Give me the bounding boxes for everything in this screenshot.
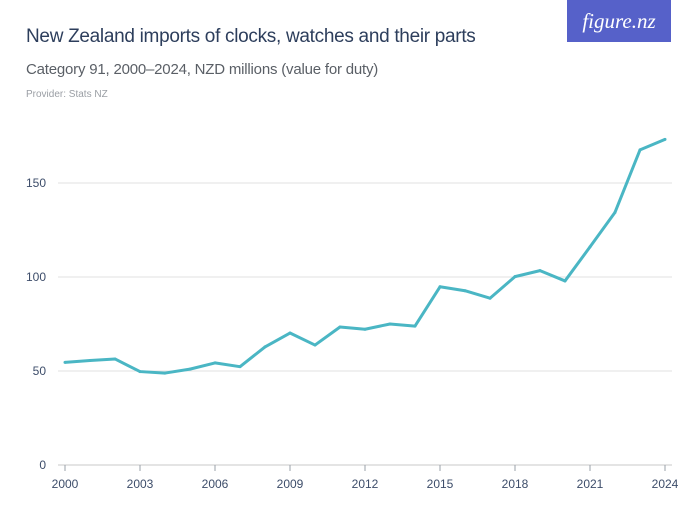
data-point	[613, 210, 617, 214]
data-point	[413, 324, 417, 328]
x-tick-label: 2006	[202, 477, 229, 491]
data-point	[63, 360, 67, 364]
data-point	[538, 269, 542, 273]
data-point	[463, 289, 467, 293]
series-line	[64, 138, 666, 375]
data-point	[488, 296, 492, 300]
data-point	[638, 148, 642, 152]
figure-nz-logo[interactable]: figure.nz	[567, 0, 671, 42]
data-point	[88, 358, 92, 362]
x-tick-label: 2009	[277, 477, 304, 491]
logo-text: figure.nz	[582, 8, 656, 33]
data-point	[563, 279, 567, 283]
data-point	[263, 345, 267, 349]
data-point	[213, 361, 217, 365]
data-point	[588, 245, 592, 249]
data-point	[313, 343, 317, 347]
data-point	[138, 370, 142, 374]
x-tick-label: 2012	[352, 477, 379, 491]
chart-subtitle: Category 91, 2000–2024, NZD millions (va…	[26, 61, 379, 78]
data-point	[388, 322, 392, 326]
data-point	[288, 331, 292, 335]
chart-title: New Zealand imports of clocks, watches a…	[26, 26, 476, 47]
data-point	[188, 367, 192, 371]
y-tick-label: 50	[33, 364, 47, 378]
x-tick-label: 2000	[52, 477, 79, 491]
data-point	[113, 357, 117, 361]
data-point	[238, 365, 242, 369]
y-tick-label: 100	[26, 270, 46, 284]
x-tick-label: 2018	[502, 477, 529, 491]
data-point	[163, 371, 167, 375]
data-point	[513, 275, 517, 279]
x-tick-label: 2003	[127, 477, 154, 491]
x-tick-label: 2024	[652, 477, 679, 491]
provider-label: Provider: Stats NZ	[26, 89, 108, 100]
data-point	[438, 285, 442, 289]
y-tick-label: 0	[39, 458, 46, 472]
data-point	[338, 325, 342, 329]
x-tick-label: 2015	[427, 477, 454, 491]
data-point	[663, 137, 667, 141]
data-point	[363, 327, 367, 331]
x-tick-label: 2021	[577, 477, 604, 491]
y-tick-label: 150	[26, 176, 46, 190]
